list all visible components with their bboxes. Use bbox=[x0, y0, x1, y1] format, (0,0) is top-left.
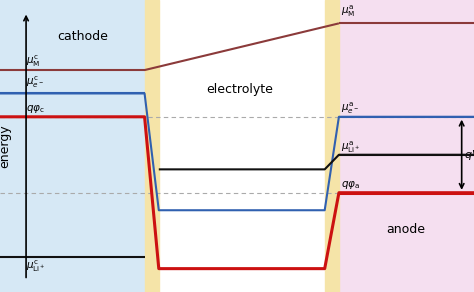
Text: $\mu^\mathrm{a}_{e^-}$: $\mu^\mathrm{a}_{e^-}$ bbox=[341, 101, 360, 116]
Text: energy: energy bbox=[0, 124, 11, 168]
Bar bbox=[145, 0, 159, 292]
Text: electrolyte: electrolyte bbox=[206, 83, 273, 95]
Text: cathode: cathode bbox=[57, 30, 109, 43]
Text: $qV_\mathrm{OC}$: $qV_\mathrm{OC}$ bbox=[464, 148, 474, 162]
Bar bbox=[0, 0, 145, 292]
Bar bbox=[325, 0, 339, 292]
Text: $\mu^\mathrm{a}_\mathrm{M}$: $\mu^\mathrm{a}_\mathrm{M}$ bbox=[341, 4, 356, 19]
Text: $\mu^\mathrm{c}_{e^-}$: $\mu^\mathrm{c}_{e^-}$ bbox=[26, 75, 45, 90]
Text: $q\varphi_\mathrm{c}$: $q\varphi_\mathrm{c}$ bbox=[26, 102, 45, 115]
Bar bbox=[339, 0, 474, 292]
Text: $q\varphi_\mathrm{a}$: $q\varphi_\mathrm{a}$ bbox=[341, 178, 360, 191]
Text: $\mu^\mathrm{c}_\mathrm{M}$: $\mu^\mathrm{c}_\mathrm{M}$ bbox=[26, 54, 40, 69]
Text: $\mu^\mathrm{c}_{\mathrm{Li}^+}$: $\mu^\mathrm{c}_{\mathrm{Li}^+}$ bbox=[26, 258, 46, 274]
Text: anode: anode bbox=[386, 223, 425, 236]
Text: $\mu^\mathrm{a}_{\mathrm{Li}^+}$: $\mu^\mathrm{a}_{\mathrm{Li}^+}$ bbox=[341, 139, 361, 155]
